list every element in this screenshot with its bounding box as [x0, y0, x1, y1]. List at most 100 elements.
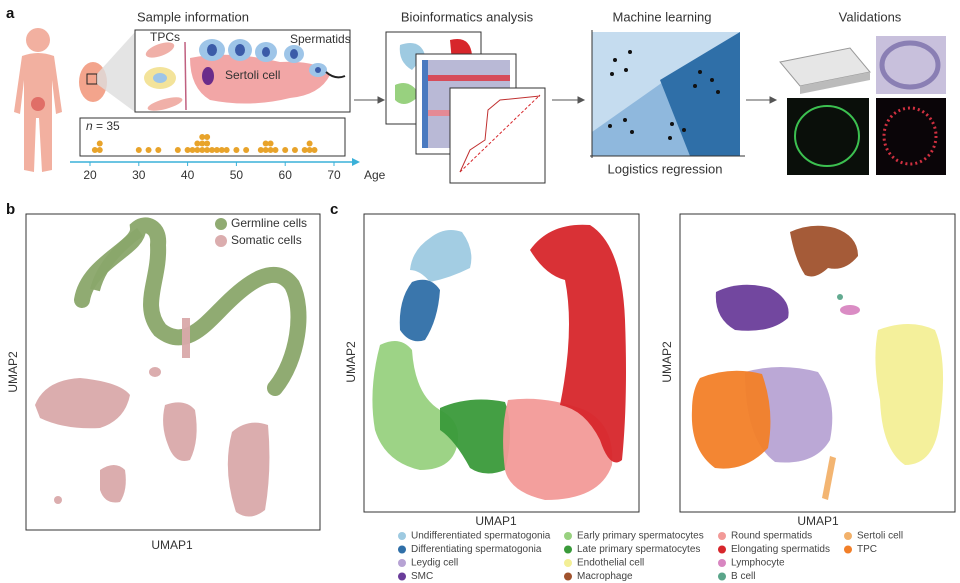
x-tick-label: 70 — [327, 168, 341, 182]
bioinformatics-graphic — [385, 31, 546, 184]
age-dot — [301, 147, 308, 153]
zoom-cone — [97, 32, 135, 112]
age-dot — [91, 147, 98, 153]
legend-swatch — [718, 572, 726, 581]
legend-swatch — [398, 559, 406, 567]
age-dot — [262, 140, 269, 147]
axis-label: UMAP2 — [6, 351, 20, 393]
legend-label: Late primary spermatocytes — [577, 544, 700, 555]
age-dot — [189, 147, 196, 153]
x-tick-label: 30 — [132, 168, 146, 182]
age-dot — [199, 147, 206, 153]
age-dot — [174, 147, 181, 153]
germ-cells — [199, 39, 346, 85]
flow-arrows — [354, 96, 778, 104]
legend-swatch — [564, 545, 572, 554]
legend-label: B cell — [731, 571, 755, 582]
n-symbol: n — [86, 119, 93, 133]
age-dot — [199, 140, 206, 147]
legend-label: Early primary spermatocytes — [577, 531, 704, 542]
n-text: = 35 — [96, 119, 120, 133]
human-figure — [14, 28, 62, 172]
cell-label: TPCs — [150, 30, 180, 44]
step-title: Sample information — [137, 9, 249, 24]
legend-label: Sertoli cell — [857, 531, 903, 542]
legend-swatch — [398, 572, 406, 581]
panel-label: b — [6, 201, 15, 218]
age-dot — [204, 147, 211, 153]
age-dot — [194, 140, 201, 147]
axis-label: UMAP1 — [797, 514, 839, 528]
age-dot — [184, 147, 191, 153]
legend: Undifferentiated spermatogonia Early prim… — [398, 531, 903, 582]
legend-swatch — [398, 532, 406, 540]
axis-label: UMAP2 — [344, 341, 358, 383]
legend-label: SMC — [411, 571, 433, 582]
legend-label: Macrophage — [577, 571, 633, 582]
step-title: Bioinformatics analysis — [401, 9, 534, 24]
axis-label: UMAP1 — [475, 514, 517, 528]
legend-label: Somatic cells — [231, 233, 302, 247]
age-dot — [243, 147, 250, 153]
legend-swatch — [844, 545, 852, 554]
step-title: Machine learning — [612, 9, 711, 24]
x-tick-label: 50 — [230, 168, 244, 182]
age-dot — [204, 140, 211, 147]
age-dot — [194, 147, 201, 153]
umap-cluster — [90, 227, 143, 292]
step-title: Validations — [839, 9, 902, 24]
age-dot — [233, 147, 240, 153]
age-dot — [199, 134, 206, 140]
sertoli-cell — [190, 54, 330, 104]
age-axis-label: Age — [364, 168, 386, 182]
age-dot — [135, 147, 142, 153]
age-dot — [213, 147, 220, 153]
age-dot — [96, 140, 103, 147]
age-dot — [267, 147, 274, 153]
umap-clusters — [372, 224, 944, 500]
ml-graphic — [590, 30, 745, 158]
peritubular-cells — [144, 41, 187, 111]
age-dot — [272, 147, 279, 153]
legend-swatch — [564, 572, 572, 581]
legend-swatch — [215, 218, 227, 230]
x-tick-label: 60 — [279, 168, 293, 182]
umap-cluster — [74, 217, 307, 396]
age-dot — [257, 147, 264, 153]
legend-swatch — [718, 532, 726, 540]
validation-images — [779, 36, 946, 175]
age-axis-arrow — [352, 158, 360, 166]
age-dot — [218, 147, 225, 153]
x-tick-label: 40 — [181, 168, 195, 182]
age-dot — [223, 147, 230, 153]
age-dot — [145, 147, 152, 153]
legend-label: TPC — [857, 544, 877, 555]
ml-label: Logistics regression — [608, 161, 723, 176]
legend-label: Germline cells — [231, 216, 307, 230]
age-dot — [155, 147, 162, 153]
age-dot — [204, 134, 211, 140]
legend-label: Undifferentiated spermatogonia — [411, 531, 551, 542]
panel-label: c — [330, 201, 338, 218]
age-dot — [267, 140, 274, 147]
legend-swatch — [564, 532, 572, 540]
legend-swatch — [844, 532, 852, 540]
legend-swatch — [564, 559, 572, 567]
legend-swatch — [215, 235, 227, 247]
legend-label: Elongating spermatids — [731, 544, 830, 555]
legend-swatch — [718, 559, 726, 567]
legend-label: Endothelial cell — [577, 558, 644, 569]
legend-label: Leydig cell — [411, 558, 458, 569]
legend-label: Round spermatids — [731, 531, 812, 542]
axis-label: UMAP1 — [151, 538, 193, 552]
legend-swatch — [718, 545, 726, 554]
cell-label: Spermatids — [290, 32, 351, 46]
age-dot — [209, 147, 215, 153]
axis-label: UMAP2 — [660, 341, 674, 383]
umap-frame — [25, 213, 321, 531]
legend-swatch — [398, 545, 406, 554]
panel-label: a — [6, 5, 15, 22]
cell-label: Sertoli cell — [225, 68, 280, 82]
age-dot — [96, 147, 103, 153]
